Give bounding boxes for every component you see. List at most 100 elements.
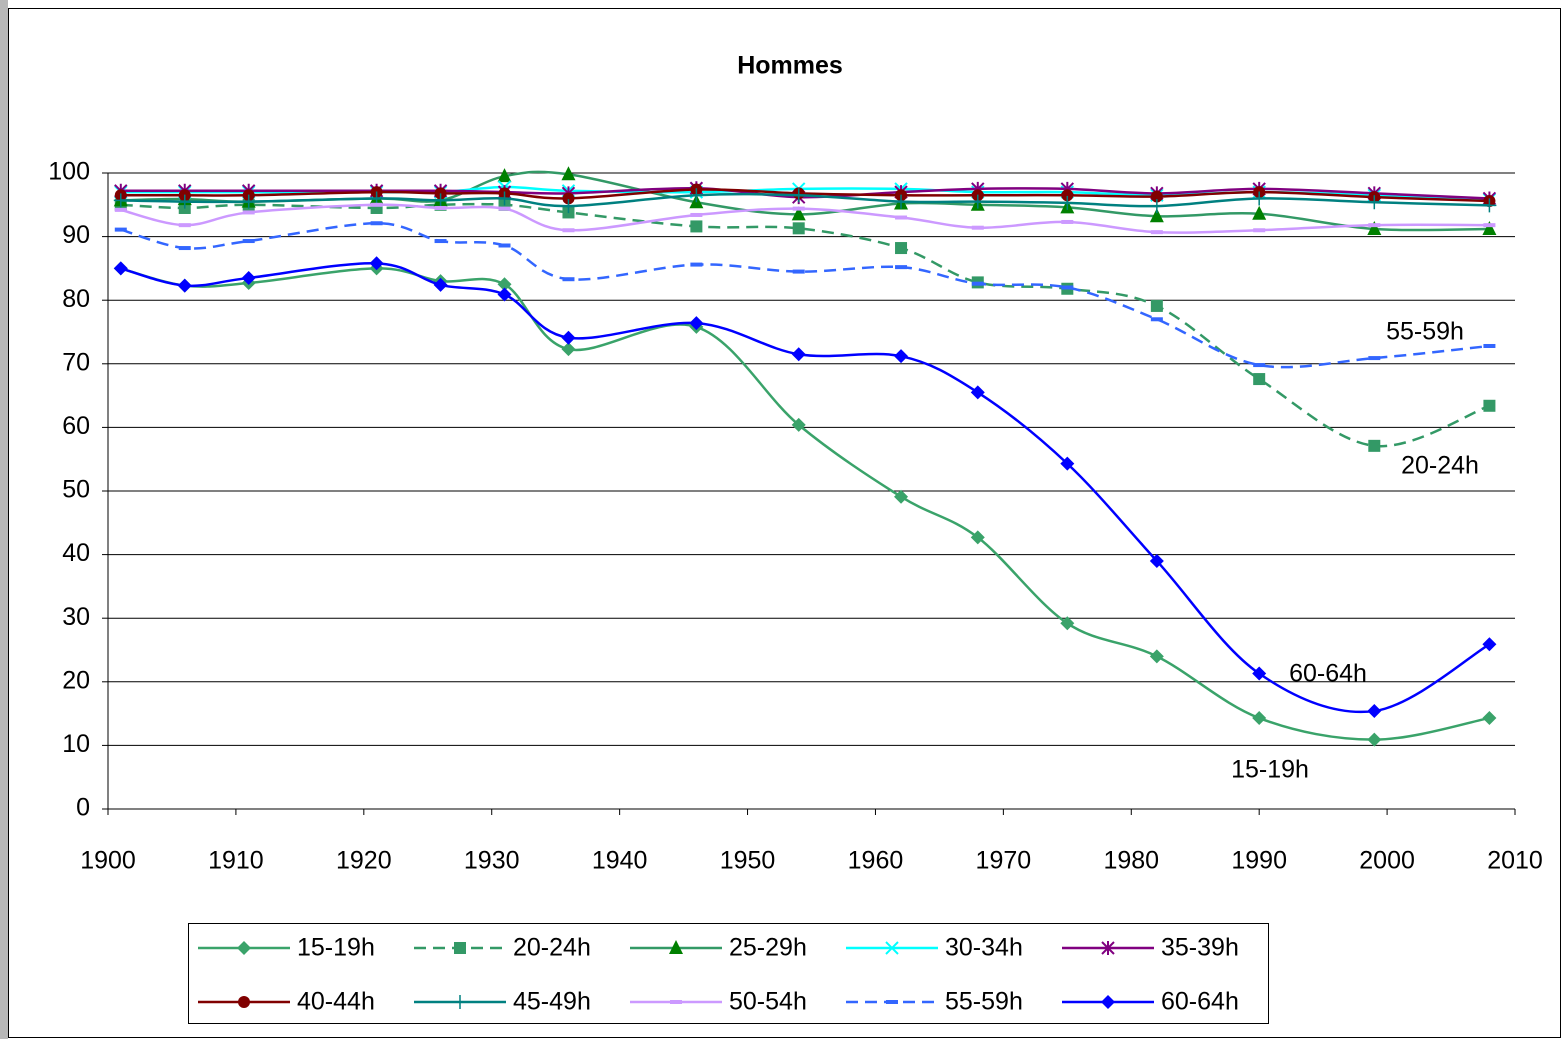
- marker: [792, 206, 805, 211]
- series-line: [120, 203, 1490, 234]
- marker: [497, 287, 512, 302]
- y-tick-label: 0: [76, 794, 90, 822]
- marker: [241, 270, 256, 285]
- marker: [894, 489, 909, 504]
- marker: [970, 385, 985, 400]
- marker: [497, 277, 512, 292]
- marker: [690, 220, 703, 233]
- marker: [178, 223, 191, 228]
- marker: [791, 347, 806, 362]
- marker: [1482, 198, 1497, 213]
- legend-label: 45-49h: [513, 988, 591, 1016]
- marker: [454, 942, 466, 954]
- marker: [689, 188, 704, 203]
- marker: [434, 205, 447, 210]
- x-tick-label: 2010: [1487, 847, 1543, 875]
- legend-label: 60-64h: [1161, 988, 1239, 1016]
- marker: [1368, 223, 1381, 228]
- marker: [1253, 363, 1266, 368]
- legend-label: 55-59h: [945, 988, 1023, 1016]
- legend: [188, 923, 1269, 1024]
- marker: [1061, 219, 1074, 224]
- x-tick-label: 1900: [80, 847, 136, 875]
- x-tick-label: 1980: [1103, 847, 1159, 875]
- y-tick-label: 100: [48, 158, 90, 186]
- marker: [242, 239, 255, 244]
- marker: [178, 246, 191, 251]
- marker: [1368, 356, 1381, 361]
- marker: [562, 228, 575, 233]
- legend-label: 35-39h: [1161, 934, 1239, 962]
- marker: [885, 941, 899, 955]
- marker: [895, 265, 908, 270]
- marker: [369, 256, 384, 271]
- annotation: 15-19h: [1231, 756, 1309, 784]
- marker: [433, 277, 448, 292]
- x-tick-label: 1990: [1231, 847, 1287, 875]
- marker: [498, 206, 511, 211]
- chart-frame: [8, 8, 1561, 1038]
- marker: [894, 349, 909, 364]
- annotation: 55-59h: [1386, 318, 1464, 346]
- marker: [1150, 317, 1163, 322]
- marker: [242, 210, 255, 215]
- annotation: 60-64h: [1289, 660, 1367, 688]
- marker: [1482, 711, 1497, 726]
- marker: [453, 995, 467, 1009]
- marker: [894, 194, 909, 209]
- marker: [1101, 941, 1115, 955]
- marker: [1150, 230, 1163, 235]
- marker: [1101, 995, 1115, 1009]
- series-line: [120, 221, 1490, 369]
- marker: [791, 417, 806, 432]
- marker: [1482, 220, 1497, 235]
- marker: [238, 996, 250, 1008]
- frame-edge: [0, 0, 8, 1039]
- y-tick-label: 30: [62, 603, 90, 631]
- marker: [1149, 553, 1164, 568]
- marker: [895, 215, 908, 220]
- marker: [1061, 285, 1074, 290]
- x-tick-label: 1930: [464, 847, 520, 875]
- chart-title: Hommes: [737, 52, 843, 80]
- x-tick-label: 1960: [848, 847, 904, 875]
- marker: [1150, 190, 1163, 203]
- marker: [886, 1000, 898, 1004]
- marker: [1367, 704, 1382, 719]
- marker: [241, 194, 256, 209]
- x-tick-label: 1950: [720, 847, 776, 875]
- marker: [562, 277, 575, 282]
- annotation: 20-24h: [1401, 452, 1479, 480]
- marker: [791, 188, 806, 203]
- marker: [561, 166, 576, 181]
- legend-label: 15-19h: [297, 934, 375, 962]
- marker: [971, 225, 984, 230]
- marker: [1061, 189, 1074, 202]
- marker: [113, 261, 128, 276]
- y-tick-label: 80: [62, 285, 90, 313]
- marker: [1252, 191, 1267, 206]
- x-tick-label: 1910: [208, 847, 264, 875]
- marker: [1253, 373, 1266, 386]
- marker: [433, 193, 448, 208]
- marker: [690, 262, 703, 267]
- marker: [434, 239, 447, 244]
- marker: [689, 316, 704, 331]
- marker: [1150, 299, 1163, 312]
- y-tick-label: 40: [62, 539, 90, 567]
- marker: [561, 199, 576, 214]
- marker: [970, 530, 985, 545]
- y-tick-label: 90: [62, 221, 90, 249]
- marker: [498, 243, 511, 248]
- y-tick-label: 70: [62, 348, 90, 376]
- marker: [497, 191, 512, 206]
- marker: [497, 168, 512, 183]
- legend-label: 50-54h: [729, 988, 807, 1016]
- marker: [370, 221, 383, 226]
- legend-label: 40-44h: [297, 988, 375, 1016]
- marker: [370, 202, 383, 207]
- marker: [1060, 456, 1075, 471]
- marker: [670, 1000, 682, 1004]
- marker: [177, 278, 192, 293]
- marker: [114, 207, 127, 212]
